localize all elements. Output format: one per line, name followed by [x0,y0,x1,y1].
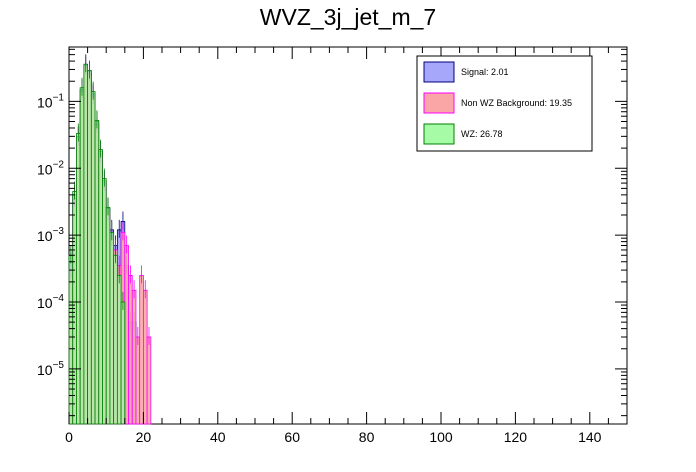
bar [76,133,81,425]
bar [79,87,85,425]
y-tick-label: 10−5 [37,360,64,378]
bar [116,274,122,425]
bar [90,91,96,425]
legend-label-1: Non WZ Background: 19.35 [461,98,572,108]
legend-label-0: Signal: 2.01 [461,67,509,77]
bar [142,289,148,425]
x-tick-label: 0 [65,429,73,445]
y-tick-label: 10−2 [37,159,64,177]
x-tick-label: 100 [429,429,453,445]
bar [139,274,144,425]
bar [135,336,141,425]
bar [68,254,74,425]
bar [124,245,129,425]
y-tick-label: 10−4 [37,293,64,311]
x-tick-label: 60 [284,429,300,445]
bar [87,70,92,425]
bar [146,336,152,425]
y-axis: 10−5 10−4 10−3 10−2 10−1 [37,48,627,417]
x-tick-label: 140 [578,429,602,445]
bar [94,119,100,425]
chart-title: WVZ_3j_jet_m_7 [259,4,437,30]
legend: Signal: 2.01 Non WZ Background: 19.35 WZ: … [416,55,593,152]
bar [131,289,137,425]
x-tick-label: 20 [136,429,152,445]
y-tick-label: 10−3 [37,226,64,244]
series-2 [68,54,126,425]
y-tick-label: 10−1 [37,92,64,110]
legend-swatch-1 [423,92,455,114]
x-tick-label: 80 [359,429,375,445]
x-axis: 0 20 40 60 80 100 120 140 [65,47,628,445]
bar [109,231,115,425]
legend-swatch-0 [423,61,455,83]
bar [102,178,107,425]
bar [128,274,133,425]
histogram-bars [68,54,152,425]
bar [98,149,103,425]
x-tick-label: 40 [210,429,226,445]
bar [105,206,111,425]
legend-label-2: WZ: 26.78 [461,129,503,139]
bar [83,63,88,425]
bar [120,301,126,425]
legend-swatch-2 [423,123,455,145]
x-tick-label: 120 [504,429,528,445]
bar [113,254,118,425]
